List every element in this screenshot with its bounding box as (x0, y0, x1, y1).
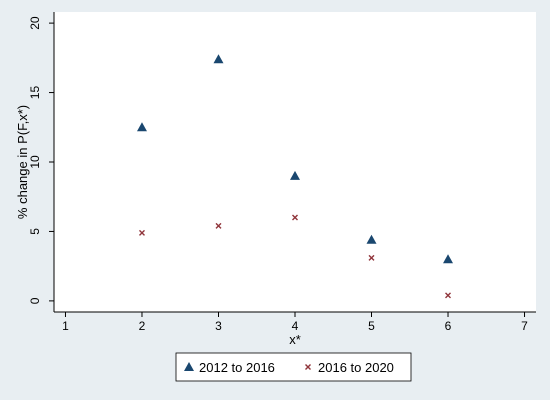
data-point-series-2 (445, 292, 452, 299)
x-tick-label: 4 (292, 319, 299, 333)
y-axis: 0 5 10 15 20 (28, 12, 55, 312)
x-tick-label: 2 (139, 319, 146, 333)
data-point-series-1 (443, 254, 454, 264)
data-point-series-2 (138, 229, 145, 236)
x-tick-label: 6 (445, 319, 452, 333)
y-tick-label: 15 (28, 86, 42, 100)
plot-area (54, 12, 536, 312)
data-point-series-1 (213, 54, 224, 64)
data-point-series-1 (366, 234, 377, 244)
legend-box (175, 352, 412, 382)
x-axis: 1 2 3 4 5 6 7 (54, 311, 536, 333)
x-tick-label: 3 (215, 319, 222, 333)
x-tick-label: 1 (62, 319, 69, 333)
legend: 2012 to 2016 2016 to 2020 (175, 352, 412, 382)
data-point-series-2 (215, 222, 222, 229)
data-point-series-2 (292, 214, 298, 221)
legend-label: 2016 to 2020 (318, 360, 394, 375)
y-tick-label: 10 (28, 155, 42, 169)
data-points (136, 54, 454, 299)
y-tick-label: 5 (28, 228, 42, 235)
data-point-series-2 (368, 254, 375, 261)
legend-marker-cross (305, 364, 311, 370)
legend-label: 2012 to 2016 (199, 360, 275, 375)
x-tick-label: 5 (368, 319, 375, 333)
y-axis-label: % change in P(F,x*) (15, 105, 30, 219)
x-axis-label: x* (289, 332, 301, 347)
y-tick-label: 0 (28, 297, 42, 304)
data-point-series-1 (290, 170, 300, 180)
data-point-series-1 (136, 122, 147, 132)
x-tick-label: 7 (521, 319, 528, 333)
y-tick-label: 20 (28, 16, 42, 30)
legend-marker-triangle (184, 362, 194, 371)
